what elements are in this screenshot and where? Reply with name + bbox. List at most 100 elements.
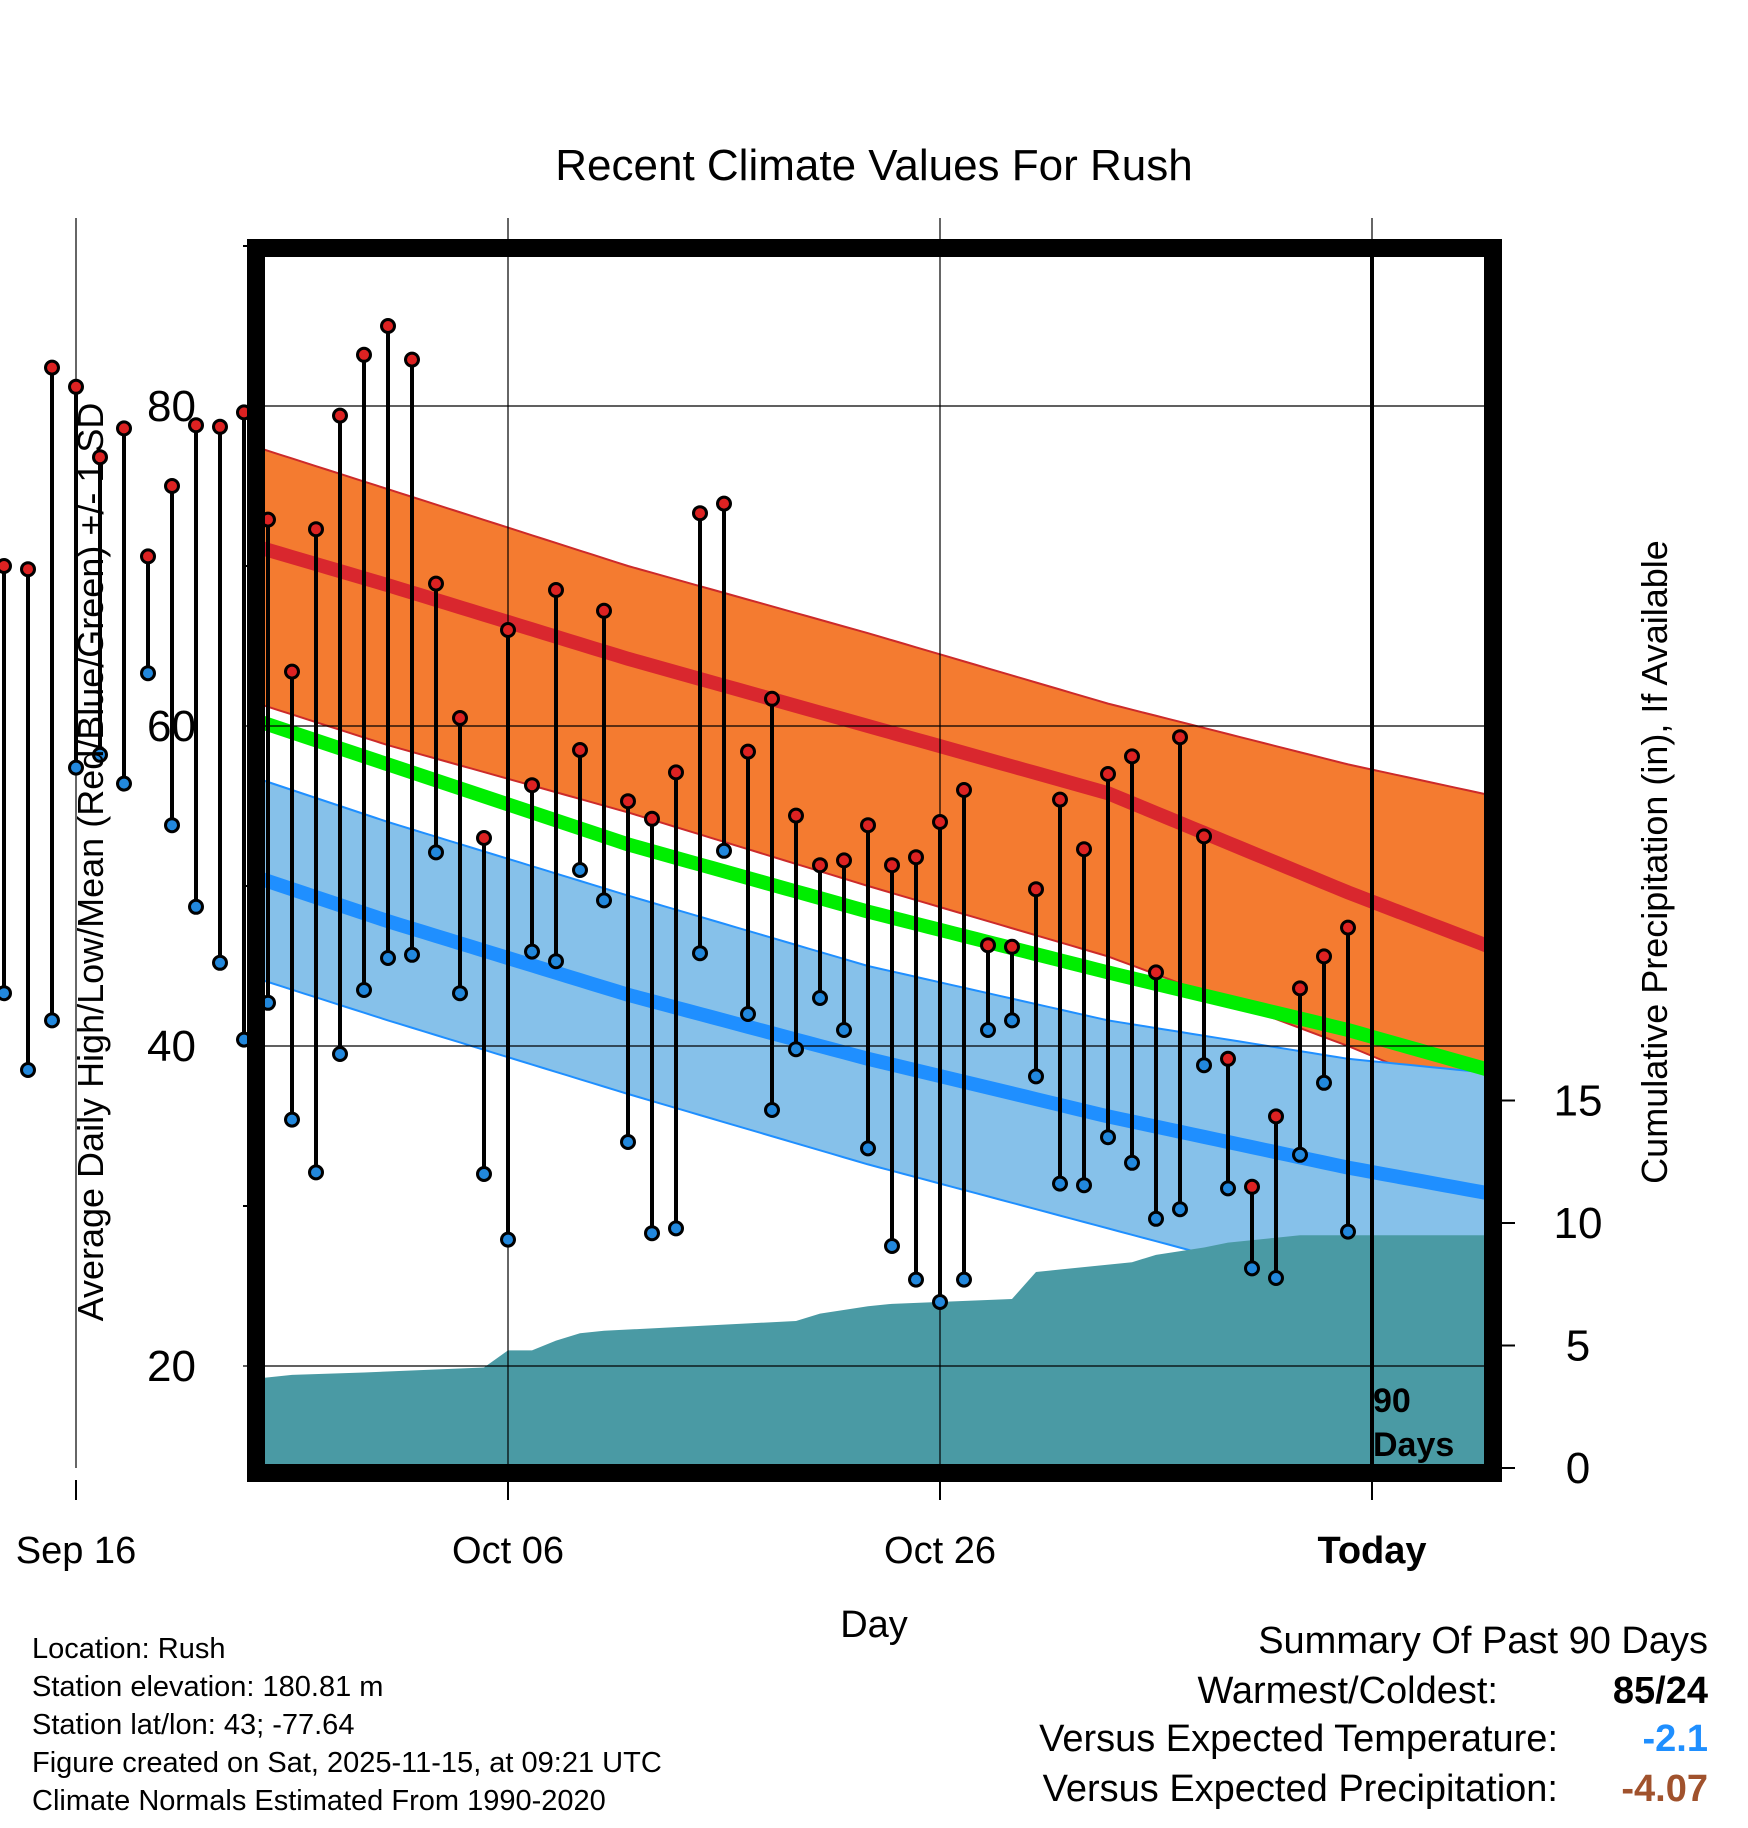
high-point [572, 742, 588, 758]
low-point [92, 746, 108, 763]
low-point [404, 946, 420, 963]
high-point [956, 782, 972, 798]
low-point [452, 985, 468, 1002]
low-point [860, 1140, 876, 1157]
high-point [692, 505, 708, 522]
high-point [332, 407, 348, 424]
y-tick-label-3: 80 [147, 382, 196, 431]
low-point [524, 943, 540, 960]
low-point [692, 945, 708, 962]
low-point [764, 1102, 780, 1118]
high-point [1292, 980, 1308, 997]
y2-tick-label-3: 15 [1554, 1077, 1603, 1126]
y2-tick-label-2: 10 [1554, 1199, 1603, 1248]
high-point [1244, 1178, 1260, 1195]
low-point [476, 1166, 492, 1182]
high-point [644, 810, 660, 827]
low-point [1268, 1270, 1284, 1286]
low-point [68, 759, 84, 776]
low-point [788, 1041, 804, 1058]
high-point [308, 521, 324, 538]
low-point [1220, 1180, 1236, 1197]
high-point [548, 582, 564, 598]
low-point [356, 982, 372, 998]
low-point [1340, 1223, 1356, 1240]
low-point [212, 954, 228, 971]
low-point [284, 1111, 300, 1128]
y-tick-label-1: 40 [147, 1022, 196, 1071]
low-point [668, 1220, 684, 1237]
high-point [1268, 1108, 1284, 1125]
high-point [524, 777, 540, 794]
low-point [548, 953, 564, 970]
low-point [932, 1294, 948, 1310]
low-point [164, 817, 180, 834]
y2-axis-label: Cumulative Precipitation (in), If Availa… [1634, 540, 1675, 1184]
low-point [1004, 1012, 1020, 1029]
high-point [140, 548, 156, 565]
today-marker-label-90: 90 [1373, 1382, 1411, 1420]
summary-temp-label: Versus Expected Temperature: [1039, 1718, 1558, 1760]
high-point [788, 807, 804, 824]
high-point [0, 558, 12, 574]
high-point [428, 575, 444, 592]
high-point [92, 449, 108, 466]
low-point [980, 1022, 996, 1038]
high-point [668, 764, 684, 781]
low-point [20, 1062, 36, 1078]
low-point [428, 844, 444, 861]
today-marker-label-days: Days [1373, 1426, 1454, 1464]
low-point [188, 898, 204, 915]
low-point [1292, 1146, 1308, 1163]
high-point [1076, 841, 1092, 858]
low-point [836, 1022, 852, 1038]
high-point [1172, 729, 1188, 746]
plot-frame [247, 239, 1502, 1482]
high-point [740, 743, 756, 760]
today-marker: 90 Days [1370, 253, 1454, 1468]
high-point [1196, 828, 1212, 845]
low-point [1076, 1177, 1092, 1194]
coldest-value: 24 [1665, 1670, 1708, 1712]
high-point [452, 710, 468, 726]
high-point [596, 602, 612, 619]
high-point [380, 318, 396, 334]
low-point [0, 985, 12, 1002]
plot-area [261, 447, 1488, 1468]
info-created: Figure created on Sat, 2025-11-15, at 09… [32, 1747, 662, 1779]
high-point [356, 346, 372, 363]
high-point [764, 690, 780, 707]
high-point [1148, 964, 1164, 981]
low-point [596, 892, 612, 909]
high-point [1316, 948, 1332, 965]
high-point [932, 814, 948, 830]
high-point [44, 359, 60, 376]
summary-warmest-coldest-value: 85/24 [1612, 1670, 1708, 1712]
chart-title: Recent Climate Values For Rush [555, 141, 1192, 190]
low-point [308, 1164, 324, 1181]
high-point [860, 817, 876, 834]
low-point [1148, 1210, 1164, 1227]
high-point [1052, 791, 1068, 808]
low-point [1316, 1074, 1332, 1091]
low-point [644, 1225, 660, 1242]
high-point [1340, 919, 1356, 936]
data-points [0, 318, 1356, 1310]
high-normal-line [261, 540, 1488, 954]
low-point [380, 950, 396, 966]
info-latlon: Station lat/lon: 43; -77.64 [32, 1709, 355, 1741]
high-point [116, 420, 132, 437]
low-point [956, 1271, 972, 1288]
low-point [812, 990, 828, 1006]
low-point [716, 842, 732, 859]
high-point [20, 561, 36, 578]
x-tick-label-3: Oct 26 [884, 1530, 996, 1572]
y-axis-label: Average Daily High/Low/Mean (Red/Blue/Gr… [70, 403, 111, 1322]
low-point [332, 1046, 348, 1062]
high-point [716, 495, 732, 512]
low-point [1196, 1057, 1212, 1074]
x-axis-label: Day [840, 1604, 908, 1646]
summary-title: Summary Of Past 90 Days [1258, 1620, 1708, 1662]
